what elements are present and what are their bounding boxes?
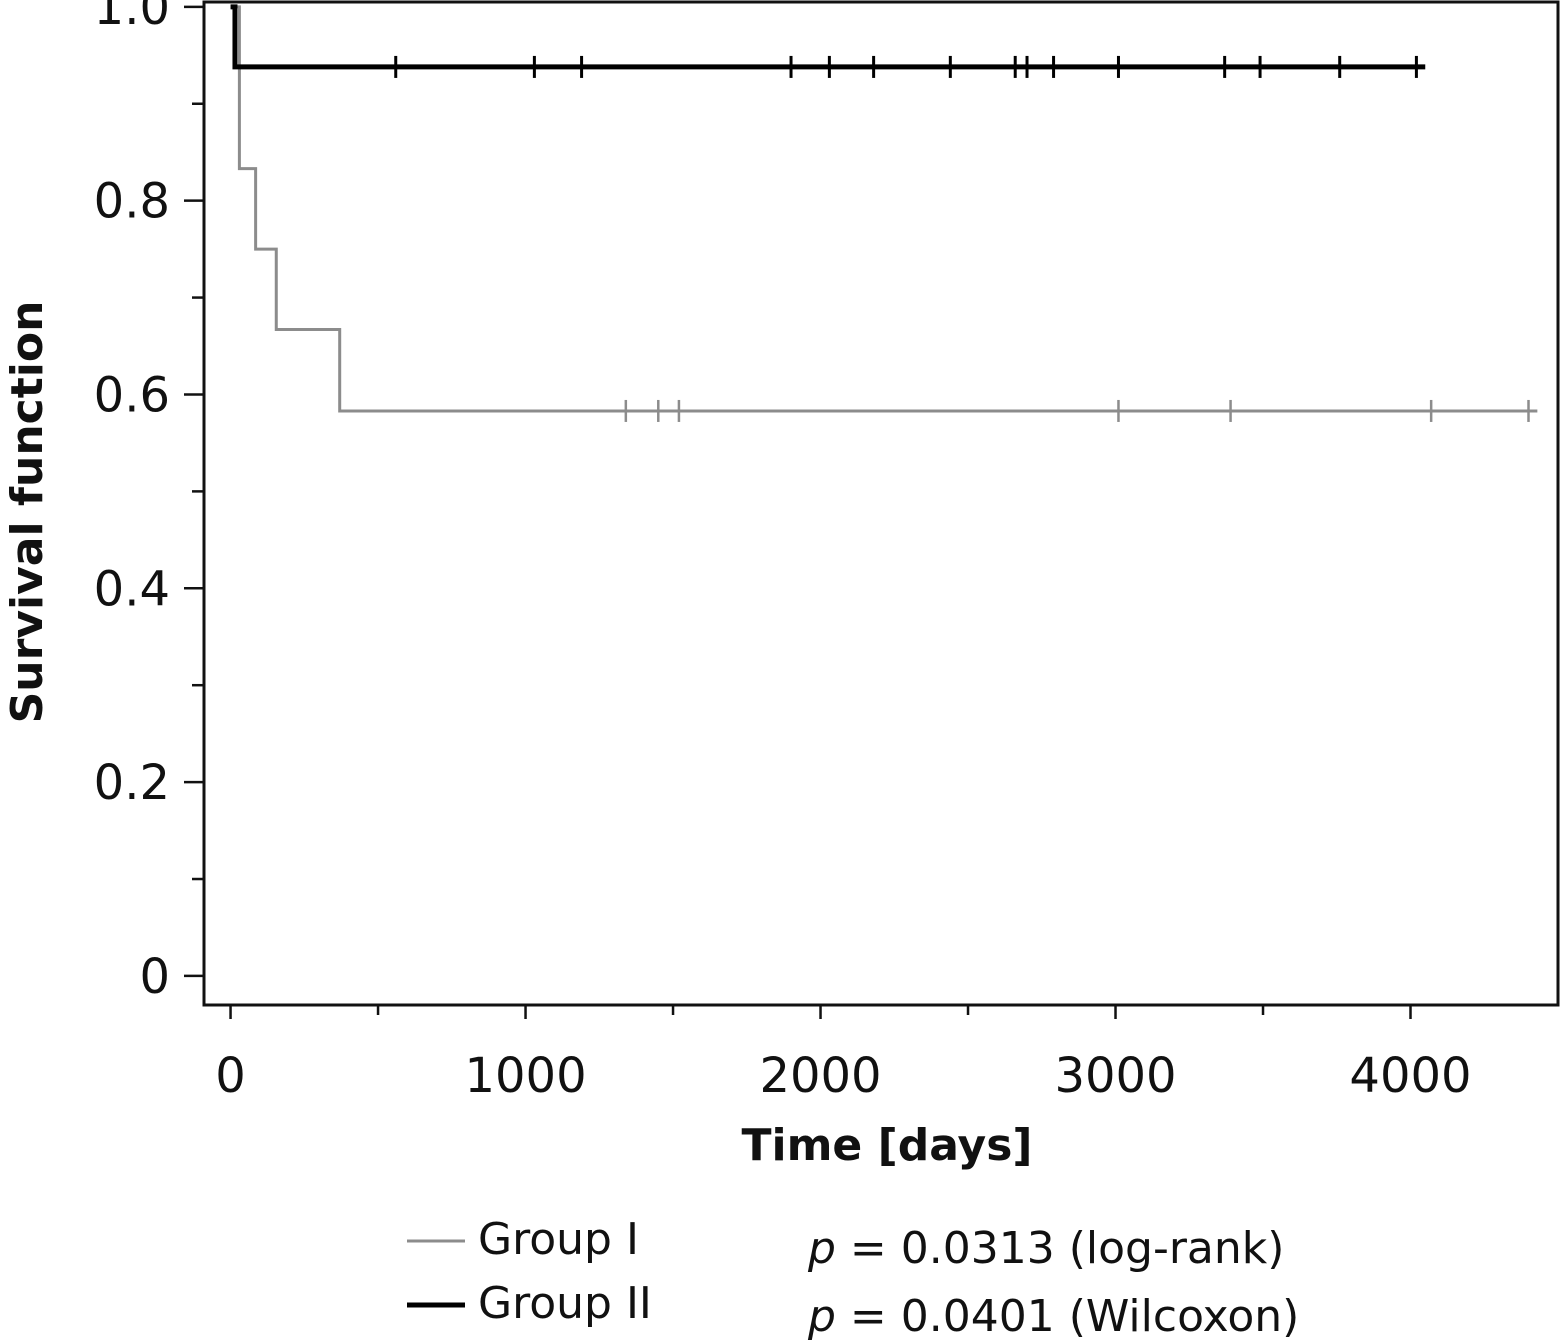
plot-frame <box>202 0 1560 1007</box>
legend-label-group-ii: Group II <box>478 1278 652 1329</box>
legend: Group I Group II <box>407 1214 652 1329</box>
p-value-log-rank: p = 0.0313 (log-rank) <box>807 1223 1284 1274</box>
x-tick-label: 4000 <box>1349 1048 1471 1104</box>
x-tick-label: 2000 <box>759 1048 881 1104</box>
series-layer <box>230 4 1538 422</box>
x-tick-label: 0 <box>215 1048 246 1104</box>
y-tick-label: 0.2 <box>94 755 170 811</box>
y-tick-label: 0.8 <box>94 174 170 230</box>
x-tick-label: 3000 <box>1054 1048 1176 1104</box>
p-value-wilcoxon: p = 0.0401 (Wilcoxon) <box>807 1291 1299 1342</box>
y-tick-label: 1.0 <box>94 0 170 36</box>
survival-curve-group-i <box>230 5 1538 413</box>
y-tick-label: 0.4 <box>94 561 170 617</box>
y-axis-label: Survival function <box>2 301 53 724</box>
axis-ticks: 0 1000 2000 3000 4000 0 0.2 0.4 0.6 0.8 1.0 <box>94 0 1472 1104</box>
x-axis-label: Time [days] <box>741 1120 1032 1171</box>
x-tick-label: 1000 <box>464 1048 586 1104</box>
legend-label-group-i: Group I <box>478 1214 639 1265</box>
y-tick-label: 0.6 <box>94 367 170 423</box>
p-values: p = 0.0313 (log-rank) p = 0.0401 (Wilcox… <box>807 1223 1299 1342</box>
y-tick-label: 0 <box>139 949 170 1005</box>
